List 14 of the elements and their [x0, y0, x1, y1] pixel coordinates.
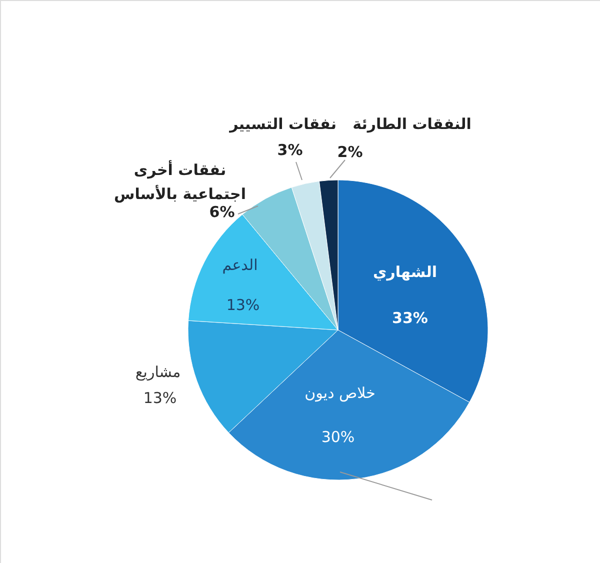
data-label: 6%	[209, 203, 235, 221]
slice-label: الدعم	[222, 256, 258, 274]
data-label: 13%	[226, 296, 260, 314]
data-label: 13%	[143, 389, 177, 407]
data-label: 33%	[392, 309, 428, 327]
data-label: 3%	[277, 141, 303, 159]
slice-label: النفقات الطارئة	[352, 115, 472, 133]
slice-label: نفقات التسيير	[228, 115, 336, 133]
slice-label: نفقات أخرى اجتماعية بالأساس	[114, 160, 246, 203]
data-label: 30%	[321, 428, 355, 446]
slice-label: مشاريع	[135, 363, 181, 381]
slice-label: خلاص ديون	[304, 384, 376, 402]
slice-label: الشهاري	[373, 263, 437, 281]
data-label: 2%	[337, 143, 363, 161]
